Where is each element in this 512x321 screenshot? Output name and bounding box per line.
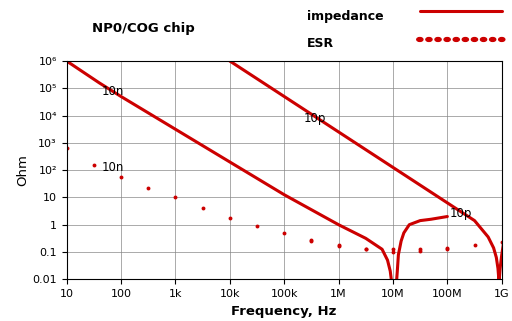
Text: 10n: 10n [102, 161, 124, 175]
Text: NP0/COG chip: NP0/COG chip [92, 22, 195, 35]
Text: ESR: ESR [307, 37, 334, 50]
Text: 10p: 10p [450, 206, 473, 220]
Text: 10p: 10p [303, 112, 326, 126]
Text: 10n: 10n [102, 85, 124, 98]
Text: impedance: impedance [307, 10, 384, 22]
Y-axis label: Ohm: Ohm [16, 154, 29, 186]
X-axis label: Frequency, Hz: Frequency, Hz [231, 305, 337, 317]
